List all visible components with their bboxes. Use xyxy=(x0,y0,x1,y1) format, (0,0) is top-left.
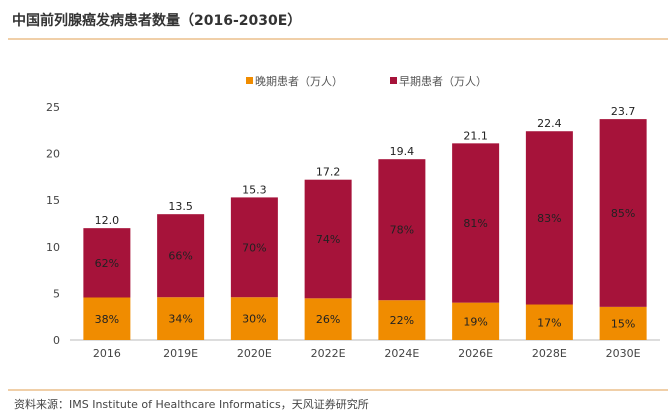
x-tick-label: 2019E xyxy=(163,347,198,360)
segment-percent-label: 38% xyxy=(95,313,119,326)
legend-swatch xyxy=(246,77,253,84)
segment-percent-label: 62% xyxy=(95,257,119,270)
y-tick-label: 10 xyxy=(46,241,60,254)
x-tick-label: 2022E xyxy=(311,347,346,360)
y-tick-label: 0 xyxy=(53,334,60,347)
legend-label: 早期患者（万人） xyxy=(399,75,487,88)
segment-percent-label: 83% xyxy=(537,212,561,225)
x-tick-label: 2026E xyxy=(458,347,493,360)
legend-swatch xyxy=(390,77,397,84)
bar-segment-early xyxy=(599,119,647,307)
segment-percent-label: 74% xyxy=(316,233,340,246)
bar-segment-late xyxy=(83,297,131,340)
bar-segment-early xyxy=(452,143,500,303)
bar-segment-early xyxy=(83,228,131,298)
total-label: 21.1 xyxy=(463,129,488,142)
segment-percent-label: 17% xyxy=(537,316,561,329)
segment-percent-label: 30% xyxy=(242,313,266,326)
x-tick-label: 2028E xyxy=(532,347,567,360)
y-tick-label: 5 xyxy=(53,287,60,300)
stacked-bar-chart: 0 5 10 15 20 25 38% 62% 12.0 2016 34% 66% 13.5 2019E 3… xyxy=(46,75,660,360)
x-tick-label: 2016 xyxy=(93,347,121,360)
bar-segment-late xyxy=(599,306,647,340)
bar-segment-early xyxy=(304,179,352,299)
total-label: 13.5 xyxy=(168,200,193,213)
chart-title: 中国前列腺癌发病患者数量（2016-2030E） xyxy=(12,13,302,29)
total-label: 22.4 xyxy=(537,117,562,130)
legend-label: 晚期患者（万人） xyxy=(255,75,343,88)
bar-segment-early xyxy=(230,197,278,298)
source-note: 资料来源：IMS Institute of Healthcare Informa… xyxy=(14,398,369,411)
bar-segment-late xyxy=(304,298,352,340)
segment-percent-label: 81% xyxy=(463,217,487,230)
segment-percent-label: 85% xyxy=(611,207,635,220)
segment-percent-label: 34% xyxy=(168,313,192,326)
x-tick-label: 2020E xyxy=(237,347,272,360)
segment-percent-label: 15% xyxy=(611,317,635,330)
y-tick-label: 20 xyxy=(46,148,60,161)
bar-segment-early xyxy=(525,131,573,305)
bar-segment-late xyxy=(452,302,500,340)
segment-percent-label: 70% xyxy=(242,241,266,254)
total-label: 15.3 xyxy=(242,183,267,196)
bar-segment-late xyxy=(230,297,278,340)
source-divider xyxy=(8,389,668,391)
total-label: 19.4 xyxy=(390,145,415,158)
segment-percent-label: 26% xyxy=(316,313,340,326)
bar-segment-late xyxy=(378,300,426,340)
bar-segment-early xyxy=(378,159,426,301)
segment-percent-label: 22% xyxy=(390,314,414,327)
bar-segment-late xyxy=(525,304,573,340)
title-divider xyxy=(8,38,668,40)
x-tick-label: 2030E xyxy=(606,347,641,360)
x-tick-label: 2024E xyxy=(384,347,419,360)
y-tick-label: 15 xyxy=(46,194,60,207)
segment-percent-label: 78% xyxy=(390,224,414,237)
bar-segment-late xyxy=(157,297,205,340)
total-label: 12.0 xyxy=(95,214,120,227)
bar-segment-early xyxy=(157,214,205,298)
y-tick-label: 25 xyxy=(46,101,60,114)
total-label: 23.7 xyxy=(611,105,636,118)
segment-percent-label: 19% xyxy=(463,315,487,328)
segment-percent-label: 66% xyxy=(168,250,192,263)
total-label: 17.2 xyxy=(316,166,341,179)
